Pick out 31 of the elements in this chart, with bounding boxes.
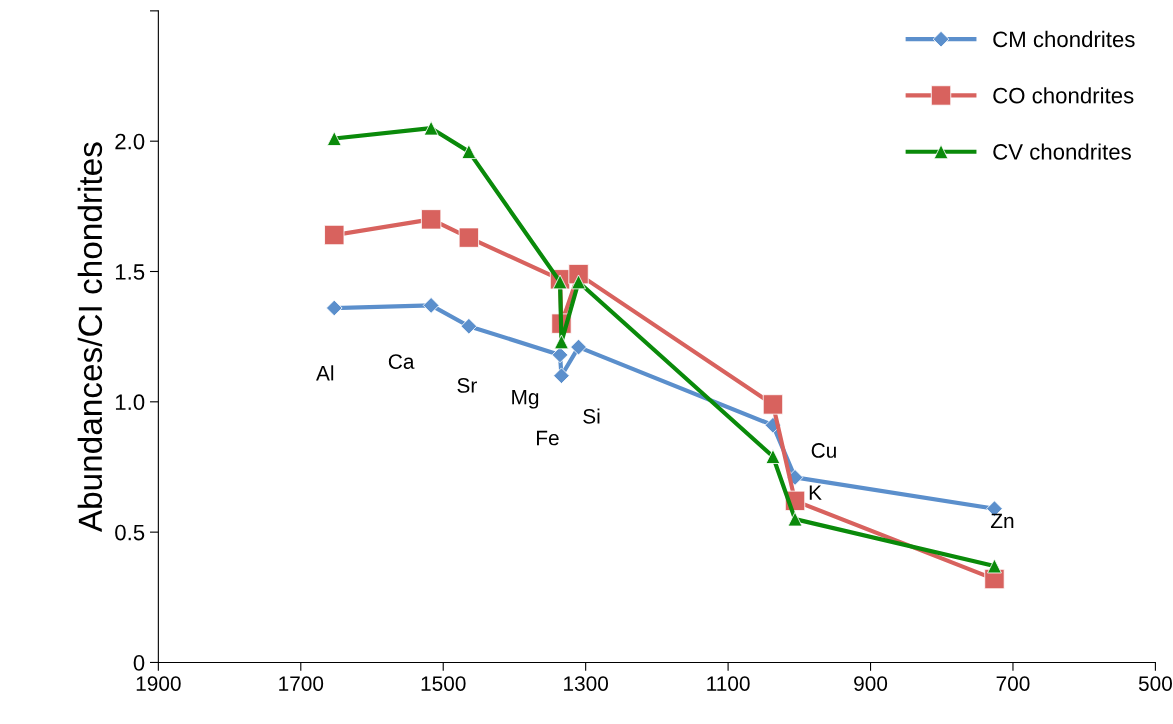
- annotation: Si: [583, 408, 600, 424]
- point: [461, 144, 477, 159]
- y-tick-label: 1.0: [115, 394, 145, 411]
- y-tick-label: 2.0: [115, 133, 145, 150]
- y-tick-label: 0: [133, 654, 145, 671]
- y-tick-label: 0.5: [115, 524, 145, 541]
- annotation: Ca: [388, 354, 415, 369]
- annotation: Fe: [537, 430, 559, 446]
- point: [762, 394, 784, 415]
- y-tick-label: 1.5: [115, 264, 145, 280]
- x-tick-label: 500: [1138, 676, 1172, 691]
- x-tick-label: 1500: [421, 676, 466, 691]
- y-axis-title: Abundances/CI chondrites: [77, 142, 103, 533]
- x-tick-label: 1100: [707, 676, 750, 691]
- legend-label: CO chondrites: [993, 87, 1134, 104]
- annotation: Zn: [990, 513, 1014, 529]
- annotation: Cu: [811, 443, 836, 458]
- annotation: Sr: [457, 378, 477, 393]
- legend-label: CV chondrites: [993, 143, 1131, 160]
- point: [420, 209, 442, 230]
- x-tick-label: 1700: [279, 676, 324, 691]
- x-tick-label: 1300: [564, 676, 609, 691]
- point: [553, 367, 570, 385]
- point: [325, 299, 343, 317]
- annotation: Mg: [512, 389, 539, 409]
- x-tick-label: 900: [854, 676, 888, 691]
- annotation: K: [809, 485, 822, 500]
- annotation: Al: [316, 365, 334, 381]
- legend-label: CM chondrites: [993, 30, 1135, 48]
- x-tick-label: 700: [996, 676, 1030, 691]
- x-tick-label: 1900: [136, 676, 181, 691]
